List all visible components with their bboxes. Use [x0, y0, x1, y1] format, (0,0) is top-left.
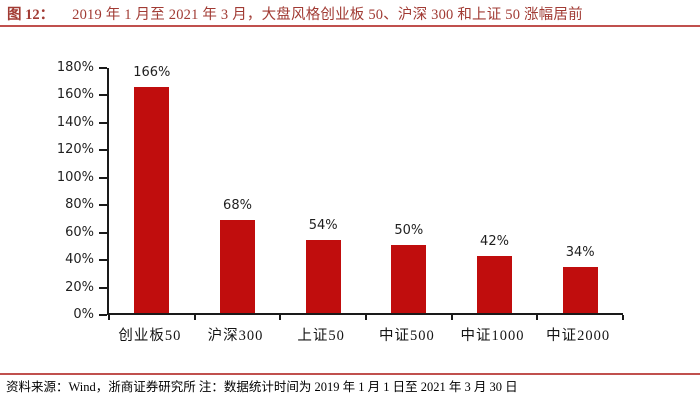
- y-tick-label: 100%: [56, 169, 94, 185]
- bar: [391, 244, 427, 313]
- title-divider: [0, 25, 700, 27]
- y-axis: 180% 160% 140% 120% 100% 80% 60% 40% 20% 0%: [0, 60, 107, 322]
- figure-title-text: 2019 年 1 月至 2021 年 3 月，大盘风格创业板 50、沪深 300…: [72, 7, 583, 23]
- x-tick-mark: [108, 315, 110, 320]
- y-tick-label: 180%: [56, 60, 94, 75]
- x-axis-labels: 创业板50 沪深300 上证50 中证500 中证1000 中证2000: [107, 326, 623, 348]
- x-tick-mark: [450, 315, 453, 320]
- y-tick-mark: [99, 67, 107, 69]
- bar-value-label: 68%: [223, 198, 252, 214]
- source-note: 资料来源：Wind，浙商证券研究所 注：数据统计时间为 2019 年 1 月 1…: [6, 380, 518, 394]
- bar-value-label: 54%: [308, 217, 338, 233]
- y-tick-label: 40%: [65, 252, 94, 268]
- bar-value-label: 34%: [565, 244, 595, 260]
- y-tick-mark: [99, 259, 107, 262]
- y-tick-label: 20%: [65, 279, 94, 295]
- footer-divider: [0, 373, 700, 375]
- y-tick-mark: [99, 286, 107, 289]
- y-tick-mark: [99, 176, 107, 179]
- bar: [134, 87, 170, 313]
- y-tick-mark: [99, 204, 107, 207]
- y-tick-mark: [99, 231, 107, 234]
- y-tick-label: 60%: [65, 224, 94, 240]
- y-tick-label: 120%: [56, 142, 94, 158]
- x-category-label: 上证50: [297, 328, 345, 344]
- y-tick-mark: [99, 121, 107, 124]
- x-tick-mark: [193, 315, 196, 320]
- bar-value-label: 166%: [133, 65, 171, 81]
- x-category-label: 沪深300: [207, 328, 264, 344]
- plot-area: 166% 68% 54% 50% 42% 34%: [107, 65, 624, 320]
- y-tick-mark: [99, 149, 107, 152]
- bar: [562, 266, 598, 313]
- bar-value-label: 50%: [394, 222, 424, 238]
- y-tick-label: 160%: [56, 87, 94, 103]
- x-category-label: 中证1000: [460, 328, 525, 344]
- y-tick-label: 80%: [65, 197, 94, 213]
- x-tick-mark: [279, 315, 282, 320]
- x-tick-mark: [365, 315, 367, 320]
- bar-value-label: 42%: [480, 233, 509, 249]
- y-tick-label: 0%: [73, 307, 94, 322]
- y-tick-label: 140%: [56, 114, 94, 130]
- x-tick-mark: [536, 315, 539, 320]
- bar: [477, 255, 512, 313]
- bar: [220, 220, 255, 313]
- figure-title: 图 12： 2019 年 1 月至 2021 年 3 月，大盘风格创业板 50、沪…: [7, 6, 695, 25]
- figure-label: 图 12：: [7, 7, 55, 23]
- y-tick-mark: [99, 314, 107, 316]
- x-category-label: 中证500: [378, 328, 435, 344]
- bar: [305, 239, 341, 313]
- x-category-label: 中证2000: [546, 328, 611, 344]
- x-tick-mark: [622, 315, 624, 320]
- x-category-label: 创业板50: [118, 328, 182, 344]
- y-tick-mark: [99, 94, 107, 97]
